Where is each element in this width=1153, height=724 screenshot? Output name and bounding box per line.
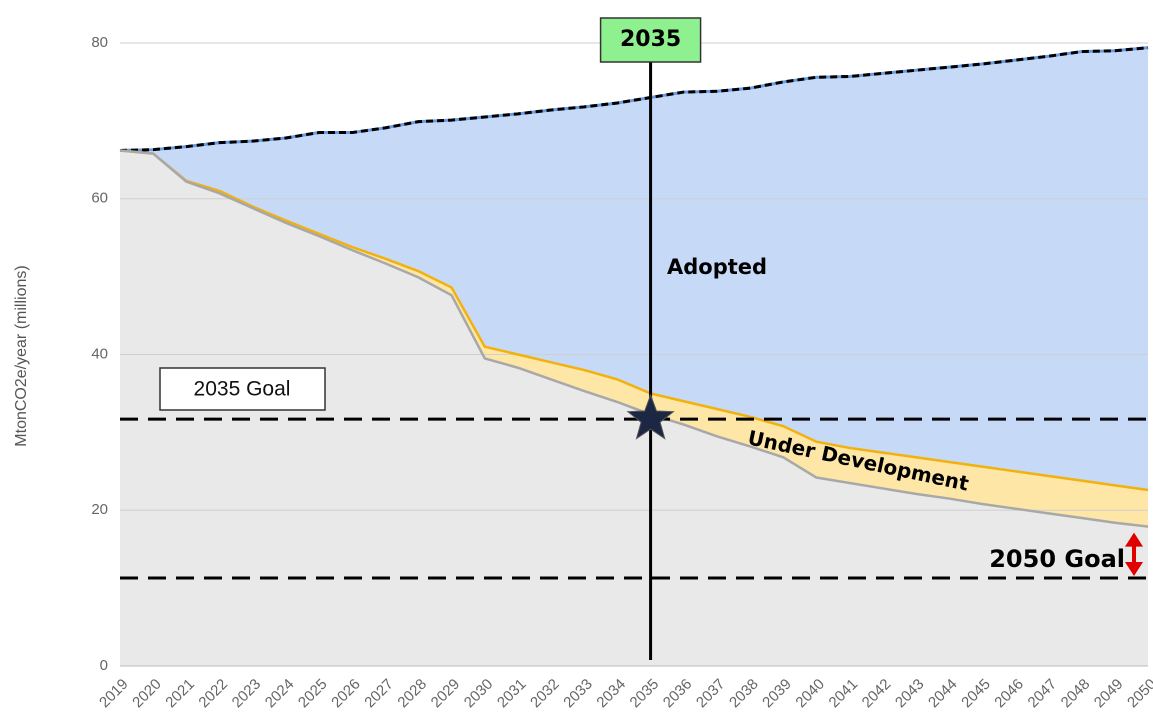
- x-tick-label: 2030: [461, 676, 497, 712]
- x-tick-label: 2047: [1025, 676, 1061, 712]
- x-tick-label: 2035: [627, 676, 663, 712]
- x-tick-label: 2024: [262, 676, 298, 712]
- goal-label: 2035 Goal: [194, 378, 291, 401]
- goal-label: 2050 Goal: [989, 545, 1125, 573]
- x-tick-label: 2034: [593, 676, 629, 712]
- x-tick-label: 2032: [527, 676, 563, 712]
- x-tick-label: 2040: [792, 676, 828, 712]
- highlight-box: [599, 17, 702, 63]
- arrow-head: [1125, 532, 1143, 547]
- y-tick-label: 40: [91, 345, 108, 362]
- x-tick-label: 2036: [660, 676, 696, 712]
- x-tick-label: 2041: [826, 676, 862, 712]
- x-tick-label: 2042: [859, 676, 895, 712]
- y-axis-label: MtonCO2e/year (millions): [13, 265, 30, 446]
- y-tick-label: 20: [91, 501, 108, 518]
- x-tick-label: 2019: [96, 676, 132, 712]
- x-tick-label: 2050: [1124, 676, 1153, 712]
- annotation: Adopted: [667, 255, 767, 279]
- x-tick-label: 2039: [759, 676, 795, 712]
- series-line: [119, 149, 1149, 492]
- x-tick-label: 2044: [925, 676, 961, 712]
- series-line: [119, 149, 1149, 528]
- series-line: [119, 46, 1149, 152]
- arrow-head: [1125, 562, 1143, 577]
- y-tick-label: 0: [100, 657, 108, 674]
- x-tick-label: 2026: [328, 676, 364, 712]
- x-tick-label: 2027: [361, 676, 397, 712]
- x-tick-label: 2037: [693, 676, 729, 712]
- x-tick-label: 2021: [162, 676, 198, 712]
- x-tick-label: 2038: [726, 676, 762, 712]
- x-tick-label: 2020: [129, 676, 165, 712]
- goal-label-box: [159, 367, 326, 411]
- x-tick-label: 2028: [394, 676, 430, 712]
- y-tick-label: 60: [91, 190, 108, 207]
- x-tick-label: 2022: [195, 676, 231, 712]
- x-tick-label: 2023: [229, 676, 265, 712]
- x-tick-label: 2029: [428, 676, 464, 712]
- x-tick-label: 2048: [1058, 676, 1094, 712]
- x-tick-label: 2046: [991, 676, 1027, 712]
- x-tick-label: 2033: [560, 676, 596, 712]
- x-tick-label: 2045: [958, 676, 994, 712]
- highlight-label: 2035: [620, 27, 681, 52]
- star: [626, 393, 675, 440]
- area-fill: [120, 150, 1148, 666]
- x-tick-label: 2049: [1091, 676, 1127, 712]
- y-tick-label: 80: [91, 34, 108, 51]
- x-tick-label: 2043: [892, 676, 928, 712]
- x-tick-label: 2025: [295, 676, 331, 712]
- x-tick-label: 2031: [494, 676, 530, 712]
